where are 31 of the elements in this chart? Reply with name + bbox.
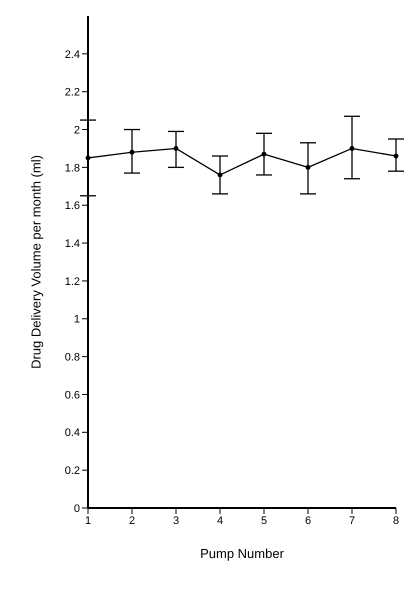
y-tick-label: 0.6 bbox=[64, 389, 80, 402]
point bbox=[86, 155, 90, 160]
x-tick-label: 7 bbox=[348, 514, 356, 527]
y-tick-label: 2 bbox=[74, 124, 80, 136]
y-tick-label: 2.2 bbox=[64, 86, 80, 99]
x-tick-label: 3 bbox=[172, 514, 180, 527]
point bbox=[218, 172, 222, 178]
y-tick-label: 1.2 bbox=[64, 276, 80, 288]
x-tick-label: 8 bbox=[392, 514, 400, 527]
y-tick-label: 2.4 bbox=[64, 48, 80, 61]
point bbox=[350, 146, 354, 151]
y-axis-title: Drug Delivery Volume per month (ml) bbox=[28, 155, 44, 369]
point bbox=[394, 154, 398, 158]
y-tick-label: 0.4 bbox=[64, 427, 80, 440]
x-tick-label: 6 bbox=[304, 514, 312, 527]
x-tick-label: 5 bbox=[260, 514, 268, 527]
x-tick-label: 4 bbox=[216, 514, 224, 527]
point bbox=[130, 150, 134, 155]
y-tick-label: 1 bbox=[74, 314, 80, 326]
y-tick-label: 0.2 bbox=[64, 465, 80, 478]
x-tick-label: 1 bbox=[84, 514, 92, 527]
y-tick-label: 1.6 bbox=[64, 200, 80, 212]
x-axis-title: Pump Number bbox=[200, 546, 285, 561]
y-tick-label: 0.8 bbox=[64, 352, 80, 364]
y-tick-label: 1.8 bbox=[64, 162, 80, 174]
x-tick-label: 2 bbox=[128, 514, 136, 527]
y-tick-label: 0 bbox=[74, 502, 80, 515]
point bbox=[262, 152, 266, 157]
point bbox=[306, 164, 310, 170]
point bbox=[174, 146, 178, 151]
y-tick-label: 1.4 bbox=[64, 238, 80, 250]
